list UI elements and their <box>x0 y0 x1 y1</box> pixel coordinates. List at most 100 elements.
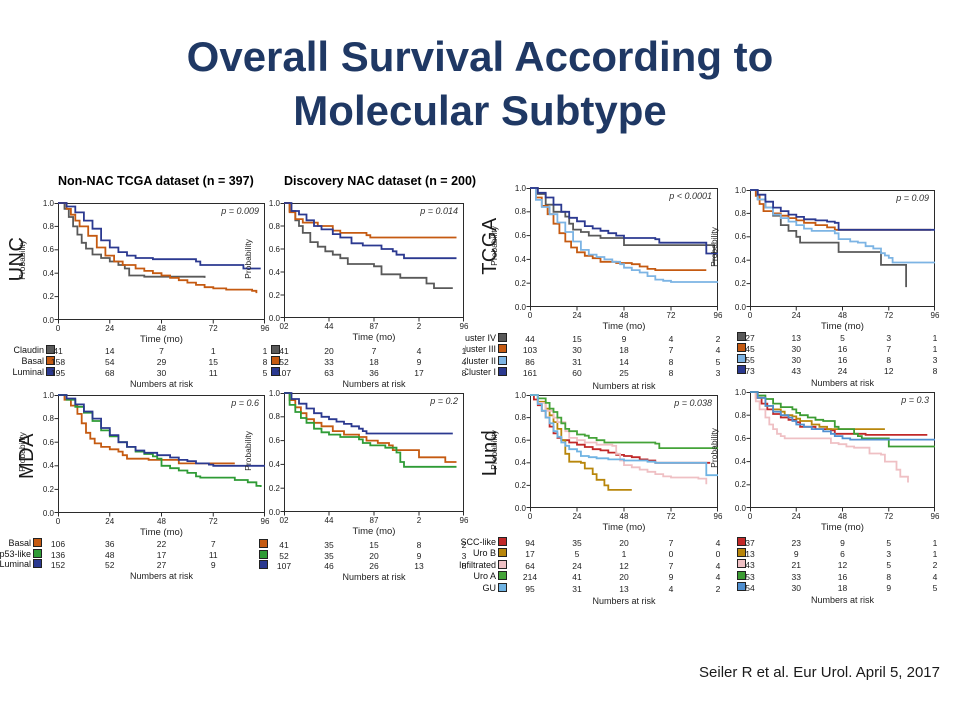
series-label: Claudin <box>13 345 44 355</box>
risk-count: 2 <box>715 334 721 344</box>
risk-count: 7 <box>886 344 892 354</box>
x-tick-label: 48 <box>838 311 847 320</box>
series-label: Luminal <box>0 559 31 569</box>
risk-count: 12 <box>619 561 629 571</box>
risk-count: 30 <box>791 583 801 593</box>
y-tick-label: 1.0 <box>268 388 280 398</box>
x-tick-label: 96 <box>930 512 940 521</box>
risk-count: 195 <box>50 368 66 378</box>
risk-count: 43 <box>745 560 755 570</box>
series-swatch <box>259 560 268 569</box>
risk-count: 6 <box>840 549 845 559</box>
numbers-at-risk-caption: Numbers at risk <box>592 596 656 606</box>
km-plot <box>280 392 464 516</box>
series-swatch <box>33 549 42 558</box>
x-tick-label: 72 <box>884 311 894 320</box>
risk-count: 161 <box>522 368 538 378</box>
risk-count: 52 <box>279 357 289 367</box>
numbers-at-risk-caption: Numbers at risk <box>129 571 193 581</box>
risk-count: 9 <box>416 551 422 561</box>
risk-count: 1 <box>621 549 627 559</box>
survival-curve <box>530 187 707 271</box>
y-axis-title: Probability <box>489 429 499 470</box>
survival-curve <box>284 202 453 289</box>
x-tick-label: 96 <box>459 516 469 525</box>
survival-curve <box>530 394 718 449</box>
x-tick-label: 96 <box>713 512 723 521</box>
y-tick-label: 0.6 <box>514 231 526 241</box>
risk-count: 1 <box>932 333 938 343</box>
y-tick-label: 1.0 <box>268 198 280 208</box>
series-swatch <box>271 345 280 354</box>
risk-count: 55 <box>745 355 755 365</box>
plot-frame <box>284 203 464 318</box>
risk-count: 9 <box>668 572 674 582</box>
x-tick-label: 44 <box>324 322 334 331</box>
x-tick-label: 48 <box>838 512 847 521</box>
risk-count: 107 <box>276 561 292 571</box>
numbers-at-risk-caption: Numbers at risk <box>129 379 193 389</box>
series-swatch <box>498 537 507 546</box>
series-label: Uro A <box>473 571 496 581</box>
x-tick-label: 96 <box>930 311 940 320</box>
risk-count: 22 <box>156 539 167 549</box>
risk-count: 7 <box>210 539 216 549</box>
x-tick-label: 96 <box>260 324 270 333</box>
risk-count: 41 <box>279 540 289 550</box>
y-tick-label: 0.8 <box>42 221 54 231</box>
risk-count: 63 <box>324 368 334 378</box>
risk-count: 103 <box>522 345 538 355</box>
risk-count: 27 <box>156 560 167 570</box>
x-tick-label: 72 <box>208 517 218 526</box>
risk-count: 1 <box>461 346 467 356</box>
series-label: SCC-like <box>460 537 496 547</box>
risk-count: 4 <box>932 572 938 582</box>
y-tick-label: 0.0 <box>734 503 746 513</box>
survival-curve <box>530 394 708 485</box>
y-tick-label: 0.2 <box>734 480 746 490</box>
y-tick-label: 0.4 <box>734 457 746 467</box>
risk-count: 1 <box>210 346 216 356</box>
risk-count: 13 <box>619 584 629 594</box>
x-tick-label: 87 <box>369 516 379 525</box>
risk-count: 15 <box>369 540 379 550</box>
panel-title: Non-NAC TCGA dataset (n = 397) <box>58 174 254 188</box>
risk-count: 107 <box>276 368 292 378</box>
survival-curve <box>750 391 935 441</box>
survival-curve <box>58 202 258 294</box>
y-tick-label: 1.0 <box>42 198 54 208</box>
risk-count: 14 <box>105 346 115 356</box>
series-swatch <box>498 356 507 365</box>
risk-count: 54 <box>105 357 115 367</box>
slide-title-line2: Molecular Subtype <box>293 87 667 134</box>
series-label: Cluster I <box>465 367 496 377</box>
series-label: Cluster IV <box>465 333 496 343</box>
risk-count: 8 <box>886 355 892 365</box>
risk-count: 8 <box>461 561 467 571</box>
y-axis-title: Probability <box>243 430 253 471</box>
risk-count: 4 <box>416 346 422 356</box>
series-label: GU <box>482 583 497 593</box>
risk-count: 20 <box>619 572 629 582</box>
y-tick-label: 0.4 <box>42 268 54 278</box>
risk-count: 15 <box>208 357 218 367</box>
risk-count: 9 <box>416 357 422 367</box>
citation: Seiler R et al. Eur Urol. April 5, 2017 <box>699 664 940 681</box>
y-tick-label: 0.4 <box>268 267 280 277</box>
series-swatch <box>271 367 280 376</box>
x-tick-label: 2 <box>416 322 422 331</box>
series-swatch <box>737 332 746 341</box>
p-value-label: p = 0.009 <box>221 206 259 216</box>
risk-count: 17 <box>414 368 424 378</box>
risk-count: 23 <box>791 538 801 548</box>
risk-count: 5 <box>886 538 892 548</box>
risk-count: 35 <box>324 540 334 550</box>
risk-count: 5 <box>886 560 892 570</box>
p-value-label: p = 0.09 <box>896 193 929 203</box>
x-tick-label: 96 <box>713 311 723 320</box>
risk-count: 31 <box>572 357 582 367</box>
risk-count: 21 <box>791 560 801 570</box>
risk-count: 7 <box>668 538 674 548</box>
axis-ticks <box>526 188 718 311</box>
